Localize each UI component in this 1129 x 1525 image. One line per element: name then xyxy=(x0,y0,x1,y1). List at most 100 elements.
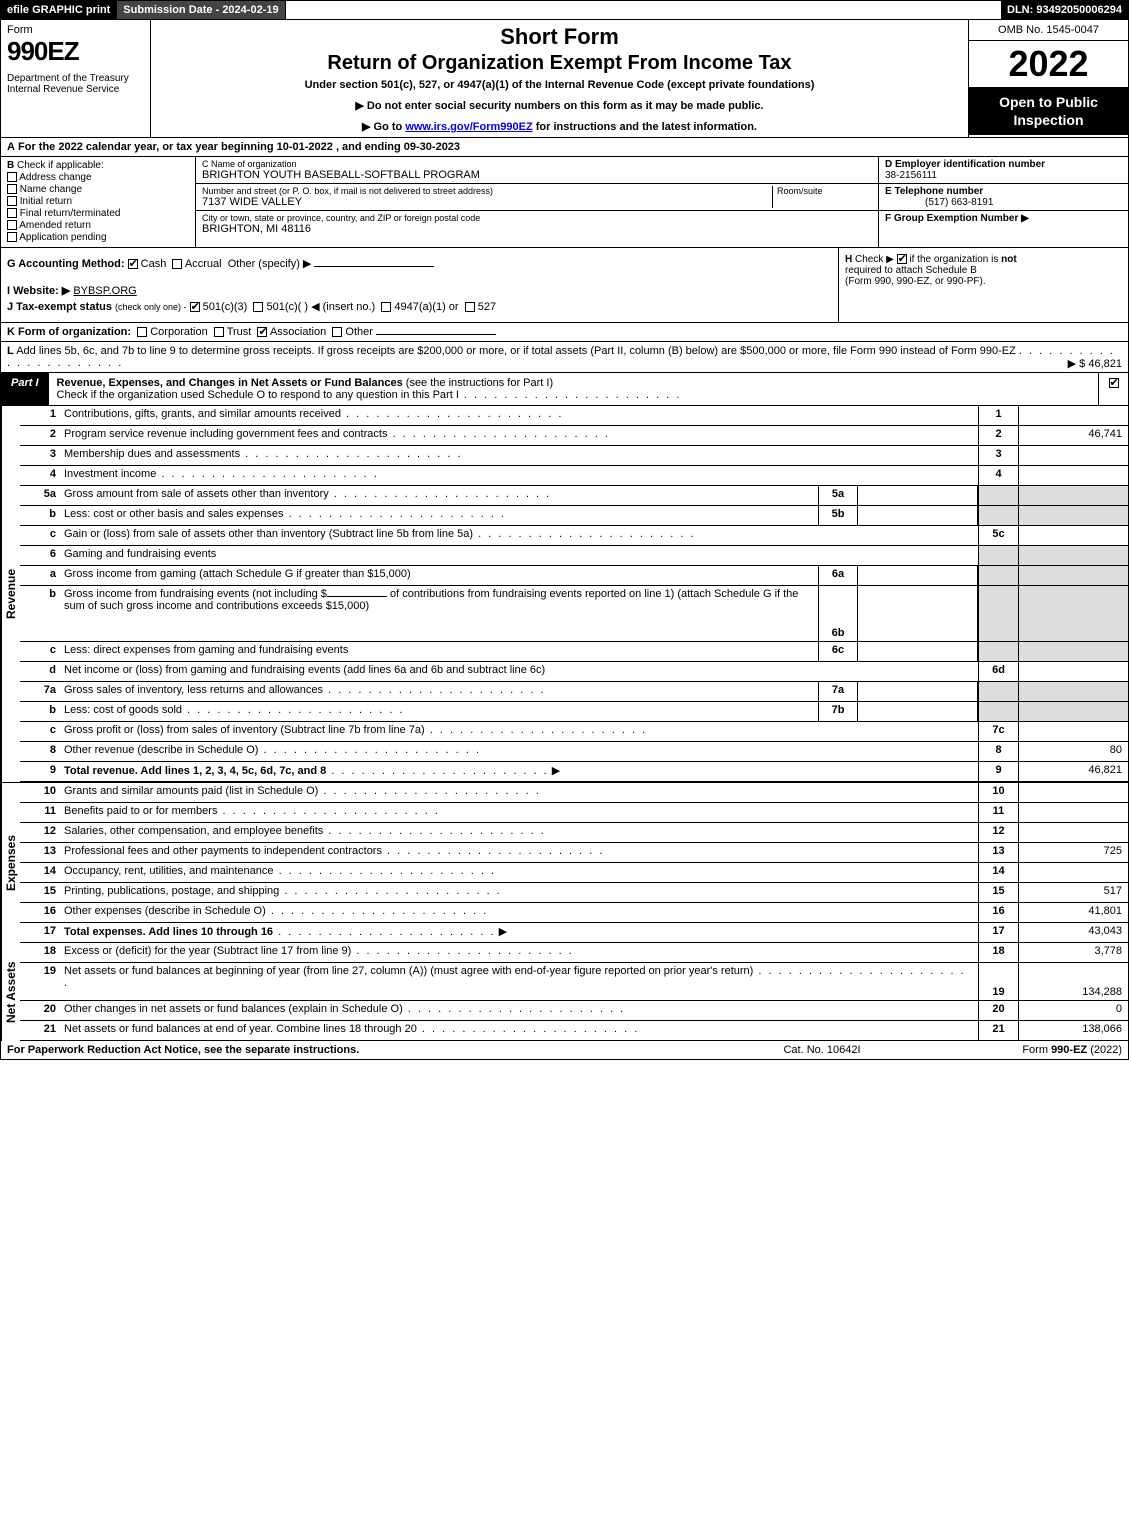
ln: 11 xyxy=(978,803,1018,822)
n: 9 xyxy=(20,762,60,781)
amt xyxy=(1018,783,1128,802)
chk-address-change[interactable]: Address change xyxy=(7,172,189,183)
d: Less: direct expenses from gaming and fu… xyxy=(60,642,818,661)
n: 1 xyxy=(20,406,60,425)
chk-name-change[interactable]: Name change xyxy=(7,184,189,195)
ln xyxy=(978,546,1018,565)
chk-initial-return[interactable]: Initial return xyxy=(7,196,189,207)
line-6: 6Gaming and fundraising events xyxy=(20,546,1128,566)
chk-label: Final return/terminated xyxy=(20,208,121,219)
line-3: 3Membership dues and assessments3 xyxy=(20,446,1128,466)
d: Other changes in net assets or fund bala… xyxy=(60,1001,978,1020)
amt xyxy=(1018,642,1128,661)
header-center: Short Form Return of Organization Exempt… xyxy=(151,20,968,137)
ein-value: 38-2156111 xyxy=(885,170,937,181)
subval xyxy=(858,682,978,701)
line-11: 11Benefits paid to or for members11 xyxy=(20,803,1128,823)
chk-cash[interactable] xyxy=(128,259,138,269)
ln xyxy=(978,702,1018,721)
chk-other-org[interactable] xyxy=(332,327,342,337)
line-15: 15Printing, publications, postage, and s… xyxy=(20,883,1128,903)
k-label: K Form of organization: xyxy=(7,326,131,338)
h-text4: (Form 990, 990-EZ, or 990-PF). xyxy=(845,276,986,287)
n: 15 xyxy=(20,883,60,902)
d: Net assets or fund balances at beginning… xyxy=(60,963,978,1000)
other-org-input[interactable] xyxy=(376,334,496,335)
website-value[interactable]: BYBSP.ORG xyxy=(73,285,136,297)
n: 6 xyxy=(20,546,60,565)
chk-application-pending[interactable]: Application pending xyxy=(7,232,189,243)
section-gh: G Accounting Method: Cash Accrual Other … xyxy=(0,248,1129,323)
ln: 3 xyxy=(978,446,1018,465)
4947-label: 4947(a)(1) or xyxy=(394,301,458,313)
chk-trust[interactable] xyxy=(214,327,224,337)
department: Department of the Treasury Internal Reve… xyxy=(7,73,144,95)
n: 4 xyxy=(20,466,60,485)
footer-left: For Paperwork Reduction Act Notice, see … xyxy=(7,1044,722,1056)
sub: 6c xyxy=(818,642,858,661)
other-input[interactable] xyxy=(314,266,434,267)
b-label: B xyxy=(7,160,14,171)
n: d xyxy=(20,662,60,681)
open-to-public: Open to Public Inspection xyxy=(969,87,1128,135)
chk-501c3[interactable] xyxy=(190,302,200,312)
c-city-row: City or town, state or province, country… xyxy=(196,211,878,237)
h-text1: Check ▶ xyxy=(855,254,894,265)
j-tax-exempt: J Tax-exempt status (check only one) - 5… xyxy=(7,300,832,313)
amt: 0 xyxy=(1018,1001,1128,1020)
h-not: not xyxy=(1001,254,1017,265)
chk-501c[interactable] xyxy=(253,302,263,312)
l-label: L xyxy=(7,345,14,357)
n: 10 xyxy=(20,783,60,802)
n: b xyxy=(20,586,60,641)
chk-assoc[interactable] xyxy=(257,327,267,337)
d: Gross sales of inventory, less returns a… xyxy=(60,682,818,701)
note-ssn: ▶ Do not enter social security numbers o… xyxy=(159,99,960,112)
under-section: Under section 501(c), 527, or 4947(a)(1)… xyxy=(159,79,960,91)
sub: 5b xyxy=(818,506,858,525)
amt: 80 xyxy=(1018,742,1128,761)
amt: 517 xyxy=(1018,883,1128,902)
d: Occupancy, rent, utilities, and maintena… xyxy=(60,863,978,882)
ln: 18 xyxy=(978,943,1018,962)
org-street: 7137 WIDE VALLEY xyxy=(202,196,772,208)
d: Total revenue. Add lines 1, 2, 3, 4, 5c,… xyxy=(60,762,978,781)
c-street-row: Number and street (or P. O. box, if mail… xyxy=(196,184,878,211)
irs-link[interactable]: www.irs.gov/Form990EZ xyxy=(405,121,532,133)
n: 7a xyxy=(20,682,60,701)
ein-label: D Employer identification number xyxy=(885,159,1045,170)
ln xyxy=(978,566,1018,585)
chk-final-return[interactable]: Final return/terminated xyxy=(7,208,189,219)
line-14: 14Occupancy, rent, utilities, and mainte… xyxy=(20,863,1128,883)
corp-label: Corporation xyxy=(150,326,207,338)
c-room-label: Room/suite xyxy=(777,186,872,196)
efile-label[interactable]: efile GRAPHIC print xyxy=(1,1,117,19)
tax-year: 2022 xyxy=(969,41,1128,87)
n: c xyxy=(20,526,60,545)
subval xyxy=(858,486,978,505)
part1-title-sub: (see the instructions for Part I) xyxy=(406,377,553,389)
header-left: Form 990EZ Department of the Treasury In… xyxy=(1,20,151,137)
netassets-vlabel: Net Assets xyxy=(1,943,20,1041)
ln: 13 xyxy=(978,843,1018,862)
d: Other revenue (describe in Schedule O) xyxy=(60,742,978,761)
ln: 8 xyxy=(978,742,1018,761)
n: 5a xyxy=(20,486,60,505)
chk-amended-return[interactable]: Amended return xyxy=(7,220,189,231)
assoc-label: Association xyxy=(270,326,326,338)
part1-tab: Part I xyxy=(1,373,49,405)
row-a: A For the 2022 calendar year, or tax yea… xyxy=(0,138,1129,157)
chk-corp[interactable] xyxy=(137,327,147,337)
subval xyxy=(858,506,978,525)
chk-accrual[interactable] xyxy=(172,259,182,269)
part1-chk[interactable] xyxy=(1098,373,1128,405)
form-header: Form 990EZ Department of the Treasury In… xyxy=(0,20,1129,138)
chk-4947[interactable] xyxy=(381,302,391,312)
amt xyxy=(1018,662,1128,681)
chk-h[interactable] xyxy=(897,254,907,264)
note-link: ▶ Go to www.irs.gov/Form990EZ for instru… xyxy=(159,120,960,133)
chk-527[interactable] xyxy=(465,302,475,312)
ln: 15 xyxy=(978,883,1018,902)
n: 21 xyxy=(20,1021,60,1040)
amt xyxy=(1018,406,1128,425)
